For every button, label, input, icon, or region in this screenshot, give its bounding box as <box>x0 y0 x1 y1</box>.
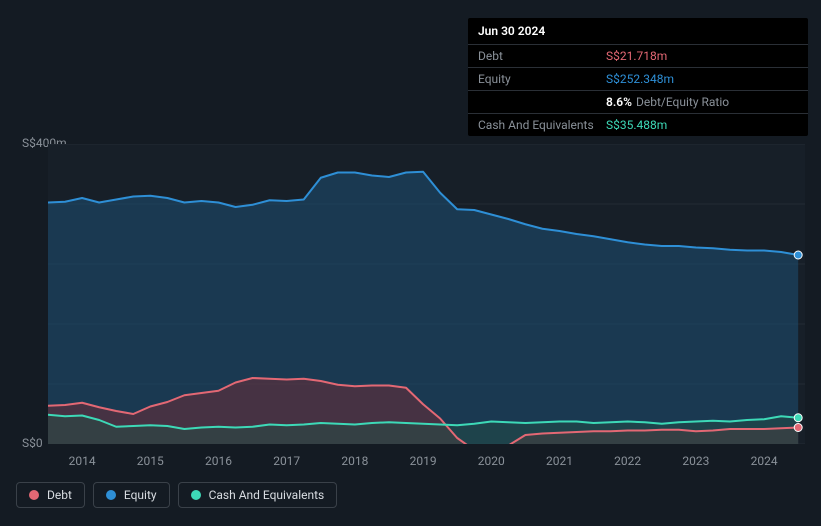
legend-item[interactable]: Cash And Equivalents <box>178 482 338 508</box>
plot-area[interactable] <box>48 144 805 444</box>
x-axis-label: 2021 <box>546 454 573 468</box>
legend-label: Equity <box>124 488 157 502</box>
x-axis-label: 2019 <box>410 454 437 468</box>
x-axis: 2014 2015 2016 2017 2018 2019 2020 2021 2022 2023… <box>48 448 805 468</box>
x-axis-label: 2017 <box>273 454 300 468</box>
tooltip-date: Jun 30 2024 <box>468 18 808 45</box>
tooltip-label <box>478 95 606 109</box>
x-axis-label: 2015 <box>137 454 164 468</box>
tooltip-row: EquityS$252.348m <box>468 68 808 91</box>
x-axis-label: 2016 <box>205 454 232 468</box>
tooltip-row: 8.6%Debt/Equity Ratio <box>468 91 808 114</box>
tooltip-row: DebtS$21.718m <box>468 45 808 68</box>
tooltip-card: Jun 30 2024 DebtS$21.718mEquityS$252.348… <box>468 18 808 136</box>
tooltip-value: S$21.718m <box>606 49 798 63</box>
tooltip-value: 8.6%Debt/Equity Ratio <box>606 95 798 109</box>
legend-item[interactable]: Equity <box>93 482 170 508</box>
x-axis-label: 2020 <box>478 454 505 468</box>
legend-label: Debt <box>47 488 72 502</box>
legend-swatch <box>29 490 39 500</box>
tooltip-label: Debt <box>478 49 606 63</box>
tooltip-value: S$252.348m <box>606 72 798 86</box>
y-axis-label: S$0 <box>22 436 43 450</box>
legend-swatch <box>191 490 201 500</box>
x-axis-label: 2014 <box>69 454 96 468</box>
legend-swatch <box>106 490 116 500</box>
x-axis-label: 2023 <box>682 454 709 468</box>
x-axis-label: 2022 <box>614 454 641 468</box>
legend-item[interactable]: Debt <box>16 482 85 508</box>
x-axis-label: 2018 <box>341 454 368 468</box>
legend: Debt Equity Cash And Equivalents <box>16 482 337 508</box>
legend-label: Cash And Equivalents <box>209 488 325 502</box>
x-axis-label: 2024 <box>751 454 778 468</box>
chart: S$400mS$0 201420152016201720182019202020… <box>16 122 805 508</box>
tooltip-label: Equity <box>478 72 606 86</box>
